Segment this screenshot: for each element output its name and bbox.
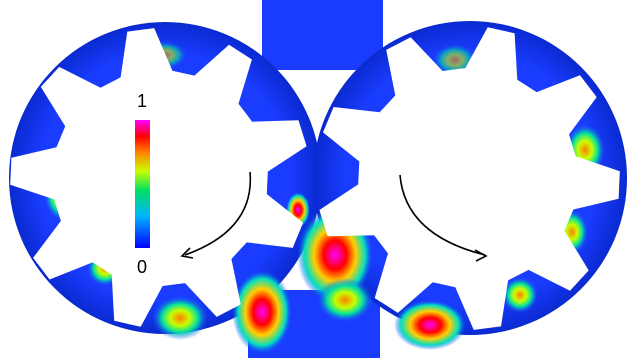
hotspot [317,278,373,322]
right-gear [319,27,620,330]
rotation-arrows [180,171,488,262]
hotspot [502,277,538,313]
hotspot [394,300,466,350]
left-gear [10,28,307,327]
inlet [262,0,383,70]
arrow-head [474,249,488,262]
hotspot [232,270,292,354]
colorbar-min: 0 [137,257,147,277]
arrow-left [184,171,252,256]
hotspot [152,296,208,340]
colorbar-max: 1 [137,91,147,111]
arrow-right [399,174,486,256]
colorbar [135,120,150,248]
arrow-head [180,247,194,259]
